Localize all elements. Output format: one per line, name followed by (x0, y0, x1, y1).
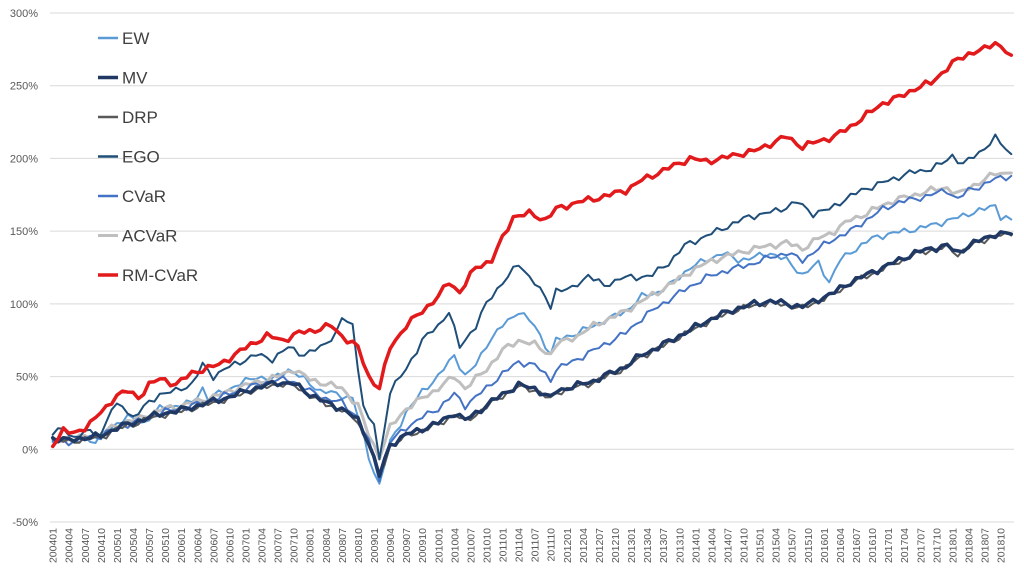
x-tick-label: 201704 (899, 528, 911, 563)
series-line-cvar (51, 174, 1013, 483)
x-tick-label: 201407 (722, 528, 734, 563)
x-tick-label: 200707 (273, 528, 285, 563)
x-tick-label: 201804 (963, 528, 975, 563)
x-tick-label: 201110 (546, 528, 558, 562)
x-tick-label: 201401 (690, 528, 702, 563)
x-axis-tick-labels: 200401 200404 200407 200410 200501 200504 2005… (48, 528, 1008, 563)
x-tick-label: 200701 (240, 528, 252, 563)
x-tick-label: 201610 (867, 528, 879, 563)
x-tick-label: 201707 (915, 528, 927, 563)
x-tick-label: 200804 (321, 528, 333, 563)
x-tick-label: 201307 (658, 528, 670, 563)
series-line-mv (50, 230, 1014, 478)
x-tick-label: 200407 (80, 528, 92, 563)
y-tick-label: 250% (10, 81, 38, 93)
series-line-ew (51, 204, 1013, 485)
x-tick-label: 200604 (192, 528, 204, 563)
x-tick-label: 201301 (626, 528, 638, 563)
x-tick-label: 201504 (771, 528, 783, 563)
x-tick-label: 201210 (610, 528, 622, 563)
x-tick-label: 200404 (64, 528, 76, 563)
x-tick-label: 201810 (996, 528, 1008, 563)
y-tick-label: 0% (22, 444, 38, 456)
series-line-acvar (51, 171, 1013, 461)
y-tick-label: 100% (10, 299, 38, 311)
x-tick-label: 200610 (224, 528, 236, 563)
x-tick-label: 200801 (305, 528, 317, 563)
x-tick-label: 201807 (980, 528, 992, 563)
x-tick-label: 200510 (160, 528, 172, 563)
x-tick-label: 201404 (706, 528, 718, 563)
y-tick-label: 300% (10, 8, 38, 20)
x-tick-label: 200401 (48, 528, 60, 563)
y-tick-label: 200% (10, 153, 38, 165)
x-tick-label: 201201 (562, 528, 574, 563)
x-tick-label: 201310 (674, 528, 686, 563)
x-tick-label: 200601 (176, 528, 188, 563)
series-line-ego (51, 133, 1013, 461)
x-tick-label: 201601 (819, 528, 831, 563)
y-tick-label: -50% (12, 517, 38, 529)
x-tick-label: 200907 (401, 528, 413, 563)
legend-label-cvar: CVaR (122, 187, 166, 206)
x-tick-label: 201004 (449, 528, 461, 563)
legend-label-drp: DRP (122, 108, 158, 127)
x-tick-label: 201507 (787, 528, 799, 563)
x-tick-label: 201304 (642, 528, 654, 563)
legend-label-ego: EGO (122, 148, 160, 167)
x-tick-label: 201801 (947, 528, 959, 563)
x-tick-label: 200904 (385, 528, 397, 563)
x-tick-label: 201104 (514, 528, 526, 562)
legend-label-acvar: ACVaR (122, 227, 177, 246)
series-line-rm-cvar (50, 40, 1014, 449)
y-tick-label: 50% (16, 372, 38, 384)
x-tick-label: 200607 (208, 528, 220, 563)
x-tick-label: 201001 (433, 528, 445, 563)
x-tick-label: 201007 (465, 528, 477, 563)
x-tick-label: 200810 (353, 528, 365, 563)
x-tick-label: 201101 (498, 528, 510, 562)
legend-label-rm-cvar: RM-CVaR (122, 266, 198, 285)
x-tick-label: 200501 (112, 528, 124, 563)
x-tick-label: 200710 (289, 528, 301, 563)
x-tick-label: 201510 (803, 528, 815, 563)
legend-label-ew: EW (122, 29, 149, 48)
x-tick-label: 200704 (257, 528, 269, 563)
x-tick-label: 201410 (739, 528, 751, 563)
series-lines (50, 40, 1014, 485)
legend-label-mv: MV (122, 69, 148, 88)
x-tick-label: 201607 (851, 528, 863, 563)
y-axis-tick-labels: -50% 0% 50% 100% 150% 200% 250% 300% (10, 8, 38, 529)
x-tick-label: 200901 (369, 528, 381, 563)
x-tick-label: 200507 (144, 528, 156, 563)
x-tick-label: 200410 (96, 528, 108, 563)
x-tick-label: 201604 (835, 528, 847, 563)
x-tick-label: 201010 (481, 528, 493, 563)
legend: EW MV DRP EGO CVaR ACVaR RM-CVaR (98, 29, 198, 285)
x-tick-label: 200807 (337, 528, 349, 563)
x-tick-label: 201107 (530, 528, 542, 562)
x-tick-label: 201701 (883, 528, 895, 563)
x-tick-label: 201501 (755, 528, 767, 563)
x-tick-label: 200910 (417, 528, 429, 563)
x-tick-label: 201207 (594, 528, 606, 563)
x-tick-label: 200504 (128, 528, 140, 563)
y-tick-label: 150% (10, 226, 38, 238)
x-tick-label: 201710 (931, 528, 943, 563)
x-tick-label: 201204 (578, 528, 590, 563)
